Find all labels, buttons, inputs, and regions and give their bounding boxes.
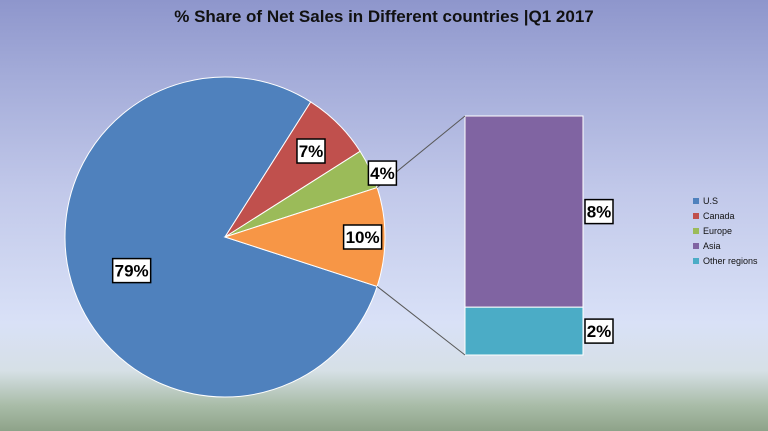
pie-label-canada: 7% [299,142,324,161]
bar-label-asia-box [584,198,614,225]
legend-swatch-europe [693,228,699,234]
legend-swatch-asia [693,243,699,249]
pie-label-europe: 4% [370,164,395,183]
pie-slice-u-s [64,76,378,398]
pie-label-u-s-box [111,257,152,284]
pie-label-asia-other-regions: 10% [346,228,380,247]
bar-segment-other-regions [464,306,584,356]
bar-label-other-regions-box [584,318,614,344]
pie-label-europe-box [367,160,398,186]
bar-label-asia: 8% [587,203,612,222]
legend-label-u-s: U.S [703,196,718,206]
legend-label-asia: Asia [703,241,721,251]
bar-segment-asia [464,115,584,308]
legend-label-canada: Canada [703,211,735,221]
connector-line-bottom [376,286,466,356]
legend-label-other-regions: Other regions [703,256,758,266]
legend-swatch-canada [693,213,699,219]
legend-label-europe: Europe [703,226,732,236]
pie-label-asia-other-regions-box [342,224,383,250]
chart-title: % Share of Net Sales in Different countr… [174,7,594,26]
pie-label-u-s: 79% [115,262,149,281]
pie-label-canada-box [296,138,326,164]
legend-swatch-other-regions [693,258,699,264]
pie-slice-asia-other-regions [223,186,386,288]
bar-label-other-regions: 2% [587,322,612,341]
legend-swatch-u-s [693,198,699,204]
